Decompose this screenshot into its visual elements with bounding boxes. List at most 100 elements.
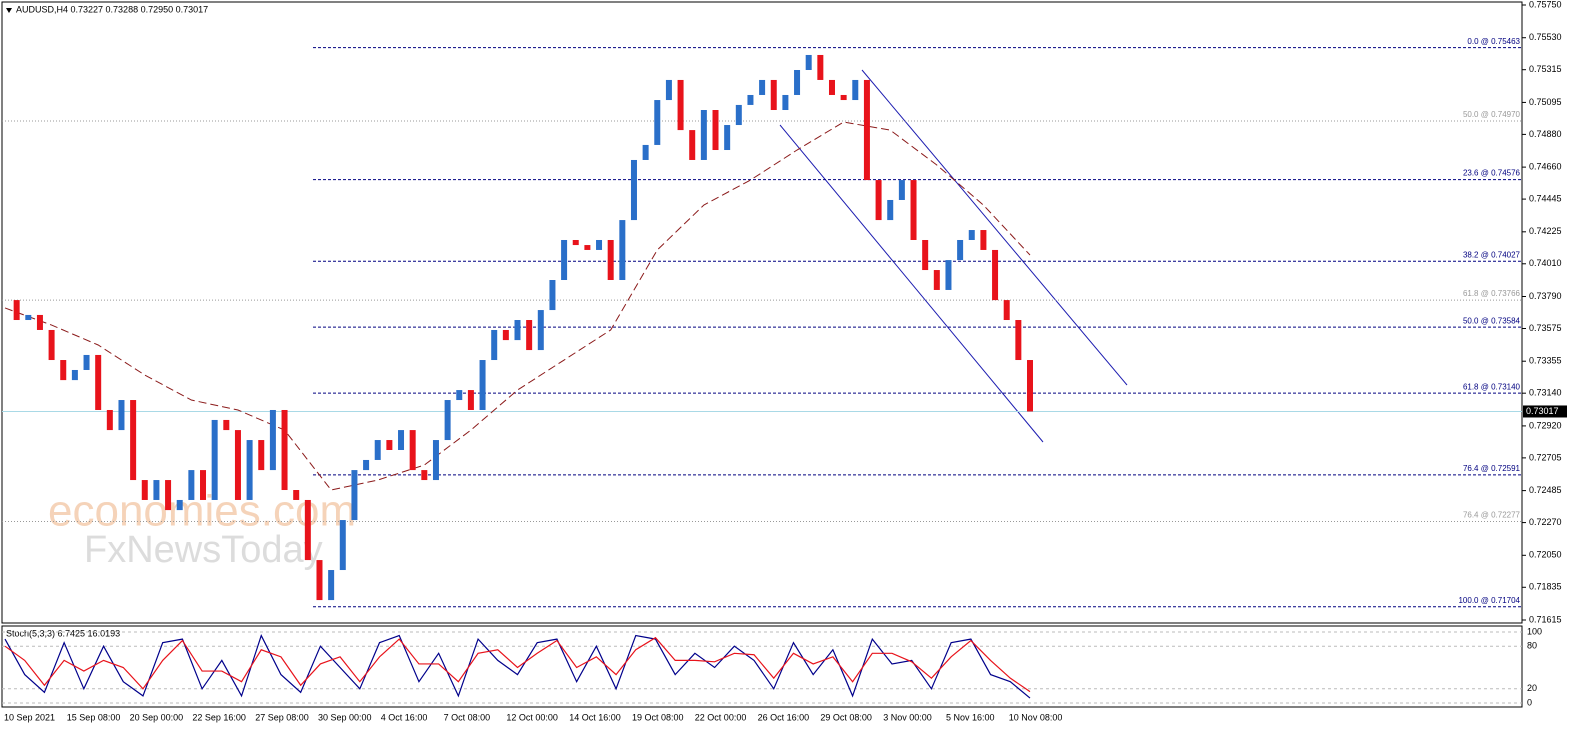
candle [351, 470, 358, 521]
y-tick-label: 0.75095 [1529, 97, 1562, 107]
candle [642, 144, 649, 160]
y-tick-label: 0.71835 [1529, 582, 1562, 592]
candle [25, 314, 32, 321]
x-tick-label: 26 Oct 16:00 [758, 712, 810, 722]
candle [467, 390, 474, 410]
candle [444, 400, 451, 441]
y-tick-label: 0.74445 [1529, 193, 1562, 203]
y-tick-label: 0.72705 [1529, 452, 1562, 462]
menu-arrow [6, 8, 12, 13]
stoch-tick-label: 20 [1527, 683, 1537, 693]
candle [968, 230, 975, 240]
fib-label: 61.8 @ 0.73766 [1463, 289, 1521, 298]
candle [316, 560, 323, 601]
x-tick-label: 5 Nov 16:00 [946, 712, 995, 722]
candle [36, 314, 43, 330]
candle [887, 199, 894, 221]
candle [805, 54, 812, 70]
candle [188, 470, 195, 500]
candle [933, 270, 940, 290]
candle [200, 470, 207, 500]
candle [1003, 300, 1010, 321]
watermark-text: FxNewsToday [84, 529, 323, 571]
candle [863, 79, 870, 181]
candle [456, 390, 463, 401]
x-tick-label: 4 Oct 16:00 [381, 712, 428, 722]
candle [153, 480, 160, 500]
candle [596, 239, 603, 250]
y-tick-label: 0.74660 [1529, 161, 1562, 171]
candle [922, 239, 929, 271]
x-tick-label: 22 Sep 16:00 [192, 712, 246, 722]
candle [130, 400, 137, 481]
chart-title: AUDUSD,H4 0.73227 0.73288 0.72950 0.7301… [16, 4, 208, 14]
y-tick-label: 0.72270 [1529, 517, 1562, 527]
y-tick-label: 0.71615 [1529, 614, 1562, 624]
candle [665, 79, 672, 101]
stoch-line [4, 636, 1031, 693]
fib-label: 0.0 @ 0.75463 [1467, 37, 1520, 46]
candle [293, 490, 300, 500]
candle [71, 369, 78, 381]
y-tick-label: 0.74010 [1529, 258, 1562, 268]
candle [700, 110, 707, 160]
x-tick-label: 30 Sep 00:00 [318, 712, 372, 722]
candle [759, 79, 766, 95]
candle [281, 409, 288, 491]
candle [398, 430, 405, 451]
candle [945, 260, 952, 290]
candle [234, 430, 241, 500]
y-tick-label: 0.75315 [1529, 64, 1562, 74]
channel-line [779, 124, 1044, 443]
candle [747, 94, 754, 105]
x-tick-label: 19 Oct 08:00 [632, 712, 684, 722]
candle [432, 440, 439, 481]
candle [1027, 360, 1033, 412]
candle [770, 79, 777, 111]
candle [992, 249, 999, 301]
candle [165, 480, 172, 511]
candle [13, 300, 20, 321]
candle [60, 360, 67, 381]
x-tick-label: 15 Sep 08:00 [67, 712, 121, 722]
stoch-tick-label: 0 [1527, 697, 1532, 707]
fib-label: 50.0 @ 0.73584 [1463, 316, 1521, 325]
x-tick-label: 12 Oct 00:00 [506, 712, 558, 722]
candle [852, 79, 859, 101]
candle [118, 400, 125, 431]
main-panel [1, 1, 1523, 624]
candle [374, 440, 381, 460]
candle [898, 180, 905, 200]
y-tick-label: 0.72485 [1529, 485, 1562, 495]
candle [339, 520, 346, 571]
fib-label: 50.0 @ 0.74970 [1463, 110, 1521, 119]
fib-label: 100.0 @ 0.71704 [1458, 596, 1520, 605]
x-tick-label: 27 Sep 08:00 [255, 712, 309, 722]
y-tick-label: 0.73355 [1529, 356, 1562, 366]
stoch-line [4, 633, 1031, 699]
candle [211, 419, 218, 500]
candle [409, 430, 416, 471]
candle [782, 94, 789, 111]
candle [712, 110, 719, 151]
candle [689, 130, 696, 160]
stoch-title: Stoch(5,3,3) 6.7425 16.0193 [6, 628, 120, 638]
x-tick-label: 10 Nov 08:00 [1009, 712, 1063, 722]
candle [386, 440, 393, 451]
channel-line [861, 69, 1128, 386]
candle [840, 94, 847, 101]
y-tick-label: 0.72920 [1529, 420, 1562, 430]
candle [363, 459, 370, 471]
x-tick-label: 7 Oct 08:00 [444, 712, 491, 722]
y-tick-label: 0.73575 [1529, 323, 1562, 333]
candle [95, 354, 102, 410]
candle [269, 409, 276, 471]
candle [910, 180, 917, 240]
candle [258, 440, 265, 471]
candle [223, 419, 230, 431]
candle [537, 310, 544, 351]
fib-label: 76.4 @ 0.72591 [1463, 464, 1521, 473]
candle [630, 159, 637, 221]
candle [106, 409, 113, 431]
